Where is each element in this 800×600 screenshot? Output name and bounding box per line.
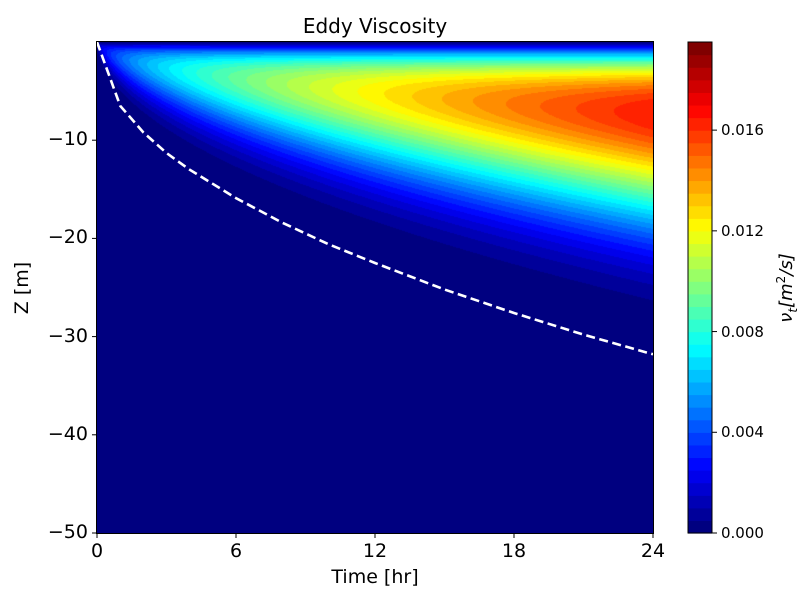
- x-tick-label: 6: [229, 540, 243, 562]
- y-tick-label: −50: [47, 521, 88, 543]
- x-tick-label: 12: [362, 540, 388, 562]
- colorbar-band: [688, 193, 712, 207]
- colorbar-band: [688, 167, 712, 182]
- colorbar-band: [688, 407, 712, 421]
- x-tick-label: 24: [640, 540, 666, 562]
- colorbar-band: [688, 495, 712, 509]
- colorbar-band: [688, 67, 712, 81]
- colorbar-band: [688, 419, 712, 433]
- colorbar-band: [688, 155, 712, 169]
- colorbar-band: [688, 306, 712, 320]
- colorbar-band: [688, 331, 712, 345]
- colorbar-label: νt[m2/s]: [774, 253, 800, 323]
- x-axis-label: Time [hr]: [331, 566, 419, 588]
- colorbar-band: [688, 142, 712, 156]
- colorbar-band: [688, 180, 712, 194]
- colorbar-band: [688, 394, 712, 408]
- x-tick-label: 18: [501, 540, 527, 562]
- colorbar-band: [688, 432, 712, 446]
- colorbar-band: [688, 457, 712, 471]
- colorbar-band: [688, 92, 712, 106]
- colorbar-band: [688, 104, 712, 119]
- colorbar-band: [688, 205, 712, 219]
- colorbar-band: [688, 117, 712, 131]
- y-tick-label: −10: [47, 128, 88, 151]
- colorbar-band: [688, 268, 712, 282]
- colorbar-frame: [687, 41, 713, 534]
- colorbar-band: [688, 130, 712, 144]
- y-tick-label: −20: [47, 226, 88, 249]
- colorbar-band: [688, 356, 712, 370]
- colorbar-tick-label: 0.008: [721, 322, 764, 341]
- colorbar-band: [688, 369, 712, 383]
- colorbar-band: [688, 293, 712, 307]
- colorbar-band: [688, 344, 712, 358]
- boundary-layer-depth-line: [95, 41, 654, 356]
- y-tick-label: −40: [47, 422, 88, 445]
- colorbar-band: [688, 470, 712, 484]
- colorbar-band: [688, 42, 712, 56]
- y-axis-label: Z [m]: [11, 261, 33, 315]
- colorbar-band: [688, 318, 712, 333]
- colorbar-band: [688, 482, 712, 496]
- colorbar-band: [688, 507, 712, 522]
- x-tick-label: 0: [90, 540, 104, 562]
- colorbar-tick-label: 0.004: [721, 423, 764, 442]
- colorbar-band: [688, 230, 712, 245]
- colorbar-band: [688, 256, 712, 270]
- colorbar-band: [688, 520, 712, 534]
- colorbar-tick-label: 0.016: [721, 121, 764, 140]
- colorbar-band: [688, 243, 712, 257]
- contour-field: [97, 42, 653, 533]
- colorbar-tick-label: 0.012: [721, 221, 764, 240]
- colorbar-band: [688, 79, 712, 93]
- chart-title: Eddy Viscosity: [302, 14, 448, 38]
- colorbar-band: [688, 218, 712, 232]
- colorbar-band: [688, 54, 712, 68]
- colorbar-band: [688, 444, 712, 459]
- y-tick-label: −30: [47, 324, 88, 347]
- colorbar-band: [688, 281, 712, 295]
- colorbar-tick-label: 0.000: [721, 524, 764, 542]
- colorbar-band: [688, 381, 712, 396]
